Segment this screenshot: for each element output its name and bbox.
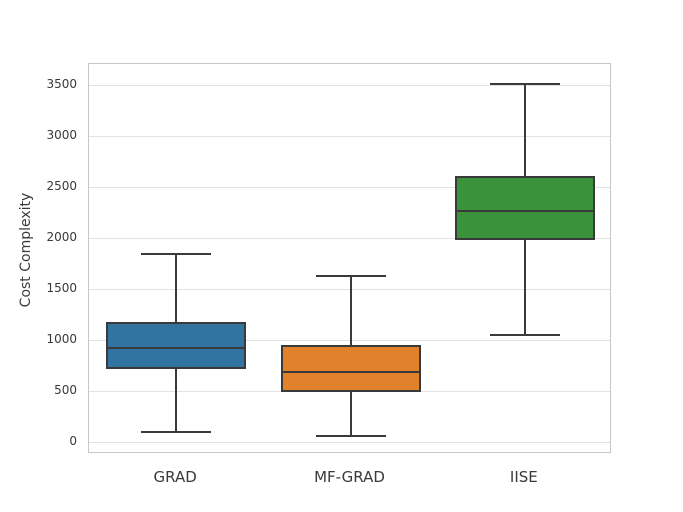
box-iise bbox=[454, 176, 595, 240]
y-tick-label: 3500 bbox=[46, 77, 77, 92]
box-grad bbox=[106, 321, 247, 369]
y-gridline bbox=[89, 187, 610, 189]
median-line-grad bbox=[106, 346, 247, 349]
y-gridline bbox=[89, 441, 610, 443]
whisker-cap-bottom-iise bbox=[489, 333, 560, 336]
y-gridline bbox=[89, 238, 610, 240]
y-gridline bbox=[89, 136, 610, 138]
y-tick-label: 3000 bbox=[46, 128, 77, 143]
x-tick-label-mf-grad: MF-GRAD bbox=[314, 468, 385, 486]
x-tick-label-iise: IISE bbox=[509, 468, 538, 486]
box-mf-grad bbox=[280, 344, 421, 392]
whisker-cap-top-mf-grad bbox=[315, 274, 386, 277]
y-tick-label: 500 bbox=[54, 382, 77, 397]
whisker-cap-top-iise bbox=[489, 82, 560, 85]
y-tick-label: 1500 bbox=[46, 281, 77, 296]
y-tick-label: 2500 bbox=[46, 179, 77, 194]
median-line-iise bbox=[454, 209, 595, 212]
median-line-mf-grad bbox=[280, 370, 421, 373]
whisker-cap-top-grad bbox=[141, 253, 212, 256]
y-gridline bbox=[89, 85, 610, 87]
whisker-cap-bottom-grad bbox=[141, 430, 212, 433]
y-tick-label: 0 bbox=[69, 433, 77, 448]
y-tick-label: 1000 bbox=[46, 331, 77, 346]
x-tick-label-grad: GRAD bbox=[153, 468, 197, 486]
y-tick-label: 2000 bbox=[46, 230, 77, 245]
plot-area bbox=[88, 63, 611, 453]
whisker-cap-bottom-mf-grad bbox=[315, 434, 386, 437]
